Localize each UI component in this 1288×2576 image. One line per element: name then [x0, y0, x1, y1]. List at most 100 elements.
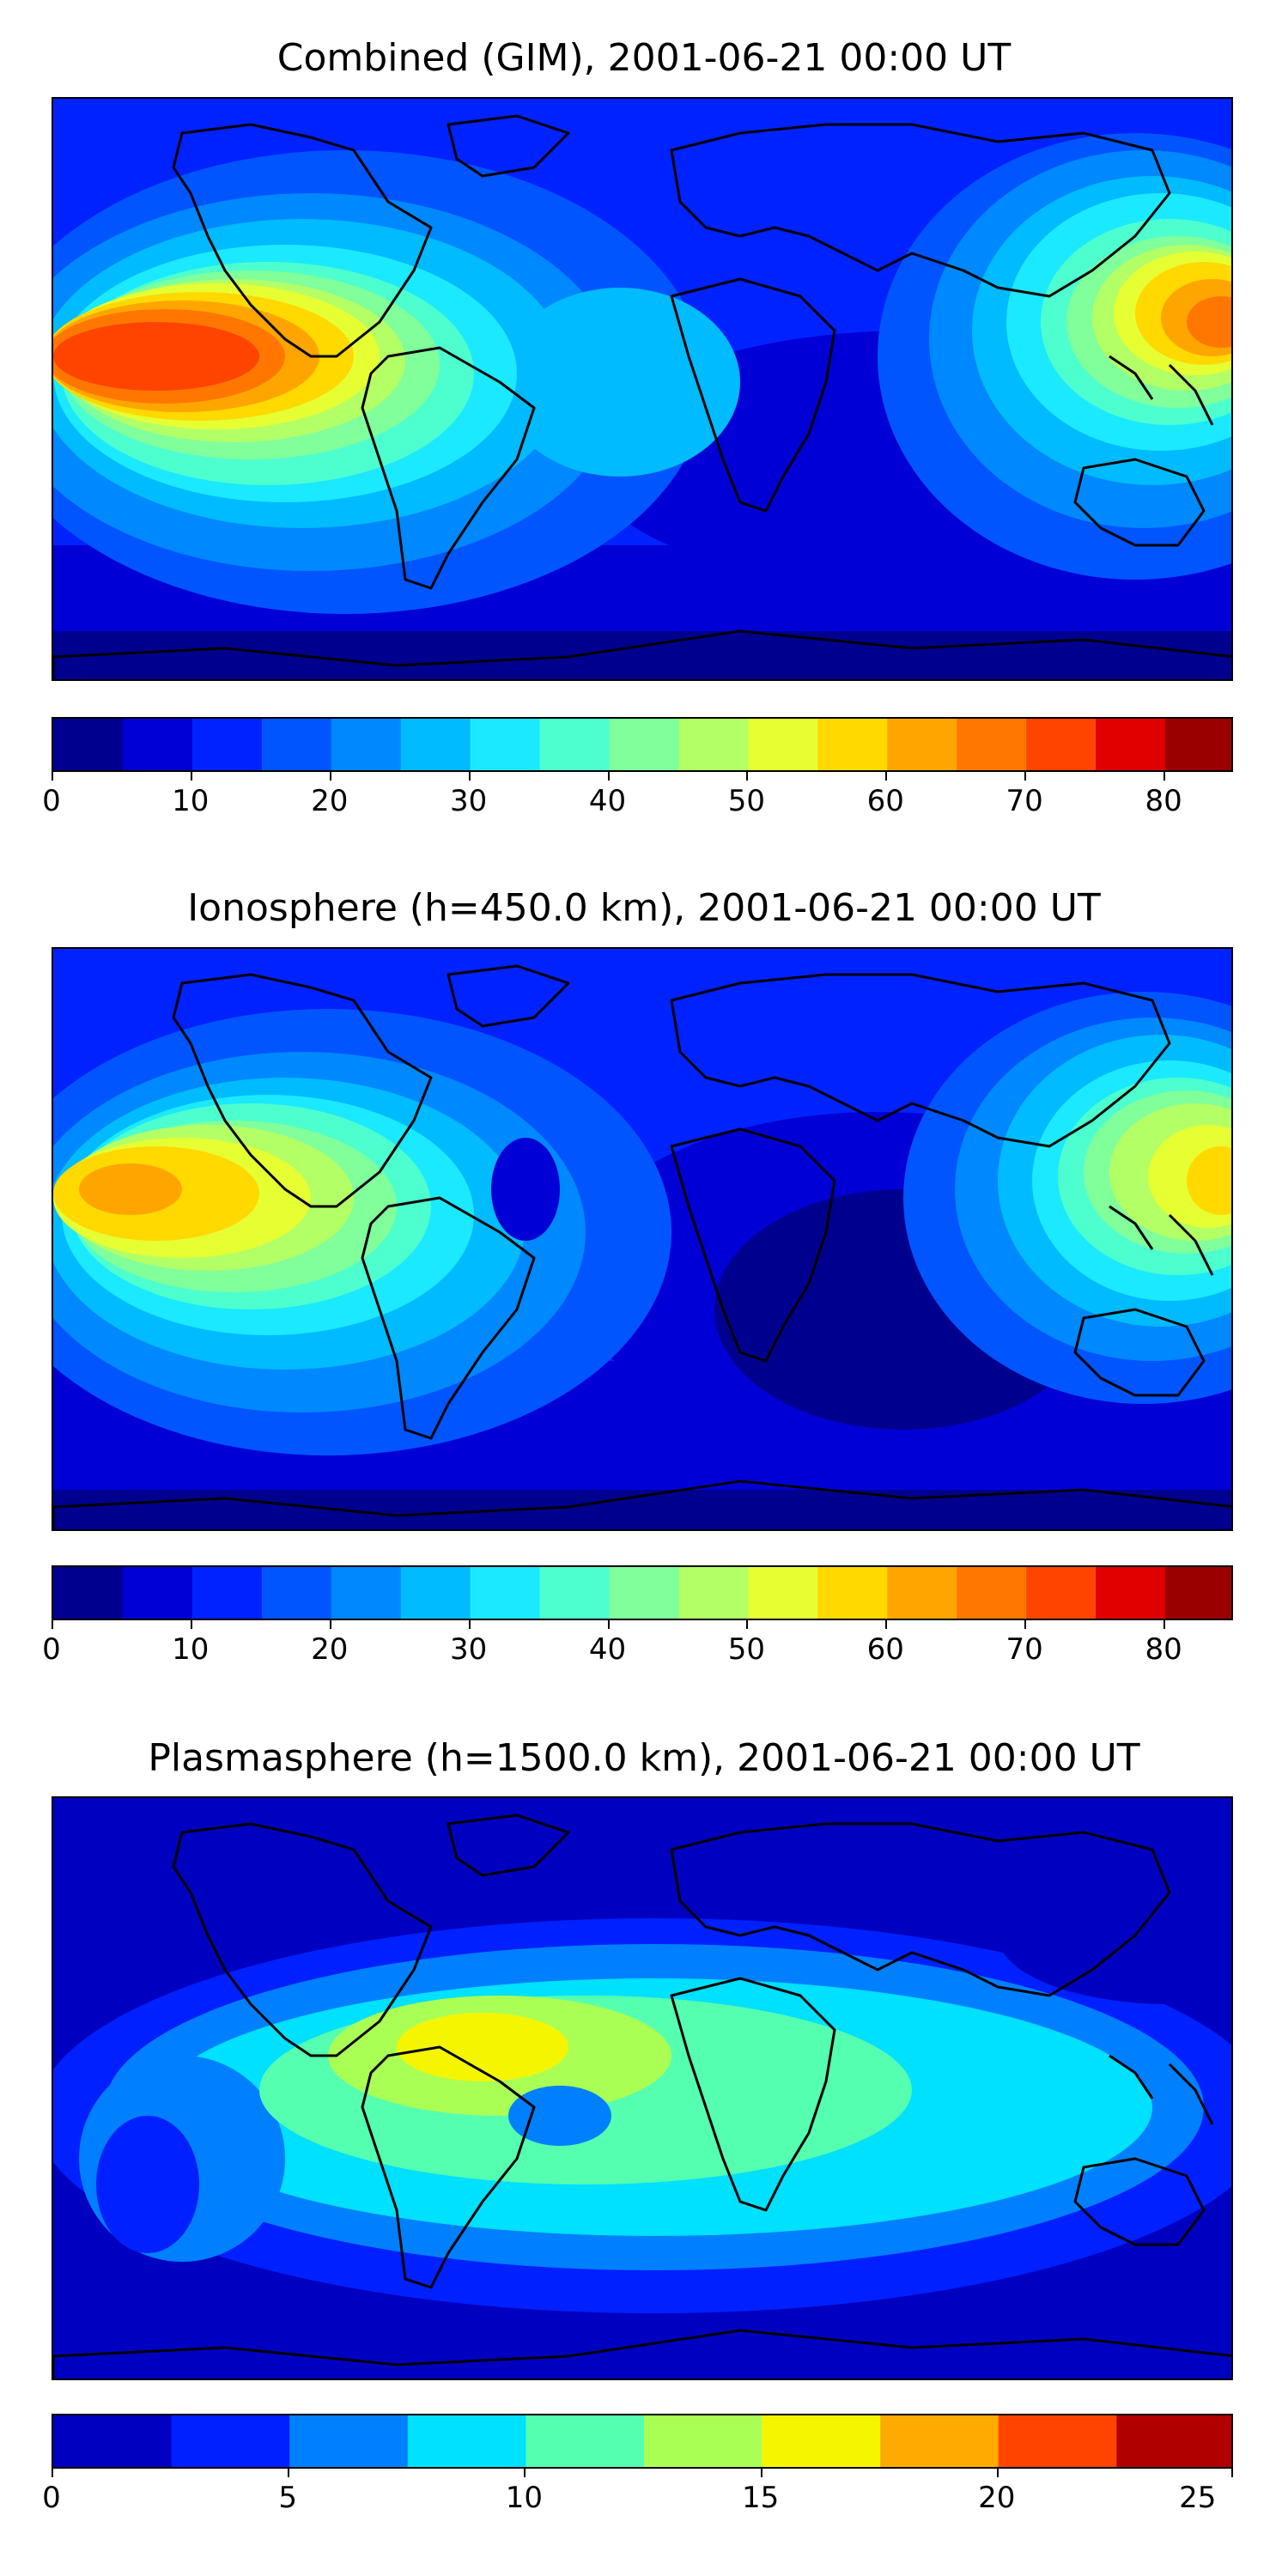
tick-label: 40: [588, 784, 627, 818]
colorbar-swatch: [53, 719, 124, 770]
tick-mark: [1163, 772, 1166, 781]
contour-band: [491, 1138, 560, 1241]
map-title: Ionosphere (h=450.0 km), 2001-06-21 00:0…: [187, 886, 1101, 930]
tick-label: 5: [278, 2481, 298, 2515]
coastlines: [53, 964, 1231, 1529]
colorbar-swatch: [1116, 2415, 1231, 2467]
contour-band: [53, 322, 259, 391]
colorbar-swatch: [1165, 1567, 1231, 1619]
colorbar-swatch: [678, 1567, 750, 1619]
tec-contour-map: [53, 949, 1231, 1529]
colorbar-swatch: [748, 1567, 818, 1619]
tick-mark: [52, 1620, 53, 1629]
tick-label: 70: [1005, 784, 1043, 818]
tick-mark: [329, 772, 331, 781]
tick-label: 60: [866, 1632, 904, 1667]
colorbar-swatch: [887, 719, 957, 770]
coastlines: [53, 114, 1231, 679]
tick-label: 60: [866, 784, 904, 818]
map-title: Plasmasphere (h=1500.0 km), 2001-06-21 0…: [148, 1736, 1140, 1780]
colorbar-swatch: [817, 1567, 888, 1619]
colorbar-swatch: [122, 1567, 193, 1619]
tick-mark: [52, 772, 53, 781]
tick-label: 30: [449, 784, 488, 818]
contour-band: [1187, 296, 1231, 348]
tick-mark: [1024, 1620, 1027, 1629]
map-title: Combined (GIM), 2001-06-21 00:00 UT: [276, 36, 1012, 80]
contour-band: [998, 1867, 1231, 2004]
colorbar-swatch: [880, 2415, 999, 2467]
tick-mark: [468, 1620, 471, 1629]
colorbar-swatch: [644, 2415, 763, 2467]
colorbar-swatch: [539, 1567, 611, 1619]
tick-mark: [190, 772, 192, 781]
contour-band: [508, 2086, 611, 2146]
tick-label: 0: [42, 2481, 61, 2515]
tick-label: 80: [1145, 784, 1182, 818]
tick-label: 0: [42, 1632, 61, 1667]
colorbar-swatch: [1026, 719, 1097, 770]
tick-mark: [746, 772, 749, 781]
colorbar-swatch: [817, 719, 888, 770]
colorbar-swatch: [887, 1567, 957, 1619]
tec-map-combined: [52, 97, 1233, 681]
tick-mark: [52, 2469, 53, 2477]
tick-label: 15: [741, 2481, 780, 2515]
tick-mark: [885, 1620, 888, 1629]
colorbar-swatch: [171, 2415, 290, 2467]
contour-band: [79, 1163, 182, 1215]
tick-label: 20: [311, 1632, 349, 1667]
tick-label: 0: [42, 784, 61, 818]
tec-contour-map: [53, 99, 1231, 679]
colorbar-swatch: [289, 2415, 409, 2467]
colorbar-swatch: [609, 719, 680, 770]
colorbar-swatch: [331, 1567, 402, 1619]
tick-mark: [288, 2469, 290, 2477]
tick-mark: [607, 772, 610, 781]
tick-mark: [996, 2469, 999, 2477]
colorbar-ticks: 0 5 10 15 20 25: [42, 2469, 1233, 2520]
colorbar-swatch: [526, 2415, 645, 2467]
tick-label: 50: [727, 784, 765, 818]
colorbar-swatches: [53, 719, 1231, 770]
tec-map-ionosphere: [52, 947, 1233, 1531]
colorbar-swatch: [470, 719, 541, 770]
colorbar-swatches: [53, 1567, 1231, 1619]
colorbar-swatch: [261, 719, 332, 770]
tick-mark: [1163, 1620, 1166, 1629]
colorbar-swatch: [1096, 1567, 1166, 1619]
colorbar-swatch: [539, 719, 611, 770]
tick-mark: [607, 1620, 610, 1629]
colorbar-swatch: [470, 1567, 541, 1619]
contour-band: [53, 631, 1231, 679]
colorbar-swatch: [53, 1567, 124, 1619]
coastlines: [53, 1814, 1231, 2379]
colorbar-swatch: [407, 2415, 526, 2467]
colorbar-swatch: [748, 719, 818, 770]
colorbar-swatch: [191, 719, 263, 770]
colorbar-swatches: [53, 2415, 1231, 2467]
tick-label: 20: [311, 784, 349, 818]
tick-label: 10: [505, 2481, 544, 2515]
colorbar-swatch: [331, 719, 402, 770]
colorbar-swatch: [1096, 719, 1166, 770]
contour-band: [96, 2116, 199, 2253]
tick-mark: [1230, 2469, 1233, 2477]
colorbar-ticks: 0 10 20 30 40 50 60 70 80: [42, 1620, 1233, 1672]
colorbar-swatch: [53, 2415, 173, 2467]
colorbar: [52, 717, 1233, 772]
colorbar-swatch: [609, 1567, 680, 1619]
tick-label: 50: [727, 1632, 765, 1667]
tick-label: 20: [978, 2481, 1016, 2515]
tick-mark: [760, 2469, 762, 2477]
contour-band: [1187, 1146, 1231, 1215]
tick-mark: [190, 1620, 192, 1629]
tick-mark: [524, 2469, 526, 2477]
colorbar-swatch: [957, 719, 1027, 770]
tick-mark: [329, 1620, 331, 1629]
colorbar-swatch: [762, 2415, 881, 2467]
colorbar-swatch: [998, 2415, 1117, 2467]
colorbar-swatch: [957, 1567, 1027, 1619]
tick-label: 80: [1145, 1632, 1182, 1667]
tec-contour-map: [53, 1798, 1231, 2379]
